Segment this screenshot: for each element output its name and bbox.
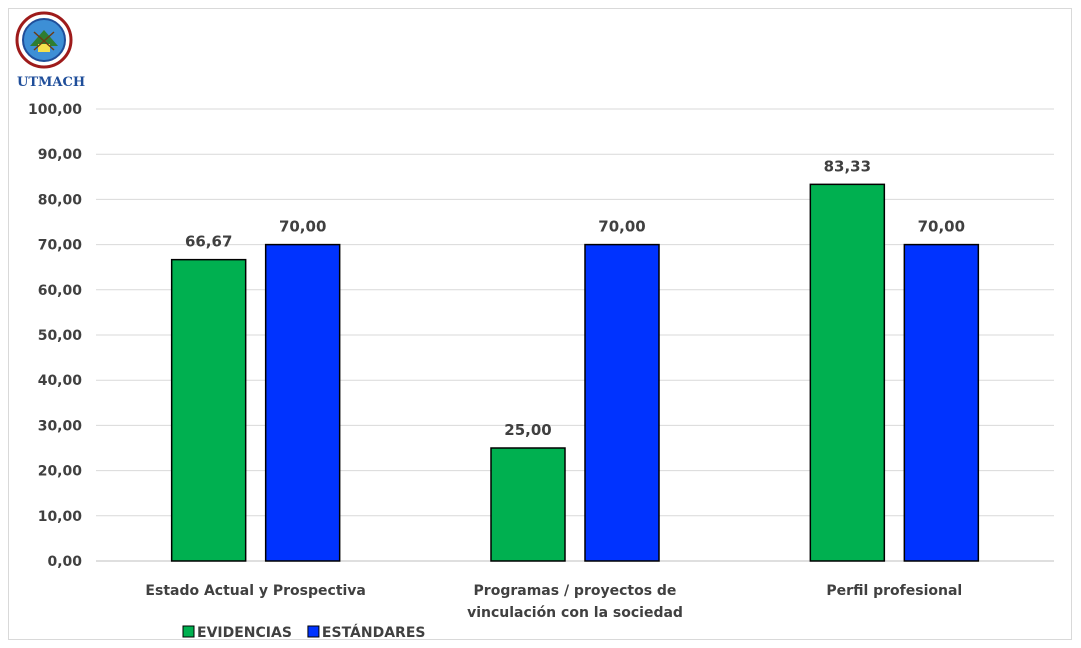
logo-text: UTMACH xyxy=(17,75,85,90)
bar-evidencias xyxy=(170,258,247,562)
y-tick-label: 80,00 xyxy=(38,192,83,208)
y-tick-label: 60,00 xyxy=(38,283,83,299)
y-axis: 0,00 10,00 20,00 30,00 40,00 50,00 60,00 70,00 8… xyxy=(28,102,82,570)
bar-evidencias xyxy=(490,447,566,562)
bar-estándares xyxy=(584,243,660,562)
data-label: 66,67 xyxy=(185,233,232,251)
university-seal-icon xyxy=(15,11,73,69)
data-label: 70,00 xyxy=(598,218,645,236)
legend: EVIDENCIAS ESTÁNDARES xyxy=(182,624,426,641)
legend-swatch xyxy=(182,625,195,638)
y-tick-label: 100,00 xyxy=(28,102,82,118)
legend-label: EVIDENCIAS xyxy=(197,625,292,641)
data-label: 25,00 xyxy=(504,421,551,439)
y-tick-label: 30,00 xyxy=(38,418,83,434)
bar-estándares xyxy=(264,243,341,562)
x-category-label: vinculación con la sociedad xyxy=(467,605,683,621)
y-tick-label: 90,00 xyxy=(38,147,83,163)
legend-label: ESTÁNDARES xyxy=(322,624,426,641)
data-label: 70,00 xyxy=(918,218,965,236)
gridlines xyxy=(96,108,1054,562)
bars xyxy=(170,183,980,562)
data-label: 70,00 xyxy=(279,218,326,236)
data-label: 83,33 xyxy=(824,157,871,175)
bar-evidencias xyxy=(809,183,886,562)
logo: UTMACH xyxy=(15,11,85,90)
data-labels: 66,67 70,00 25,00 70,00 83,33 70,00 xyxy=(185,157,965,439)
y-tick-label: 40,00 xyxy=(38,373,83,389)
y-tick-label: 70,00 xyxy=(38,238,83,254)
x-category-label: Programas / proyectos de xyxy=(474,583,677,599)
bar-estándares xyxy=(903,243,980,562)
x-category-label: Perfil profesional xyxy=(826,583,962,599)
y-tick-label: 50,00 xyxy=(38,328,83,344)
legend-swatch xyxy=(307,625,320,638)
y-tick-label: 20,00 xyxy=(38,464,83,480)
x-axis: Estado Actual y Prospectiva Programas / p… xyxy=(145,583,962,621)
y-tick-label: 10,00 xyxy=(38,509,83,525)
y-tick-label: 0,00 xyxy=(47,554,82,570)
x-category-label: Estado Actual y Prospectiva xyxy=(145,583,365,599)
